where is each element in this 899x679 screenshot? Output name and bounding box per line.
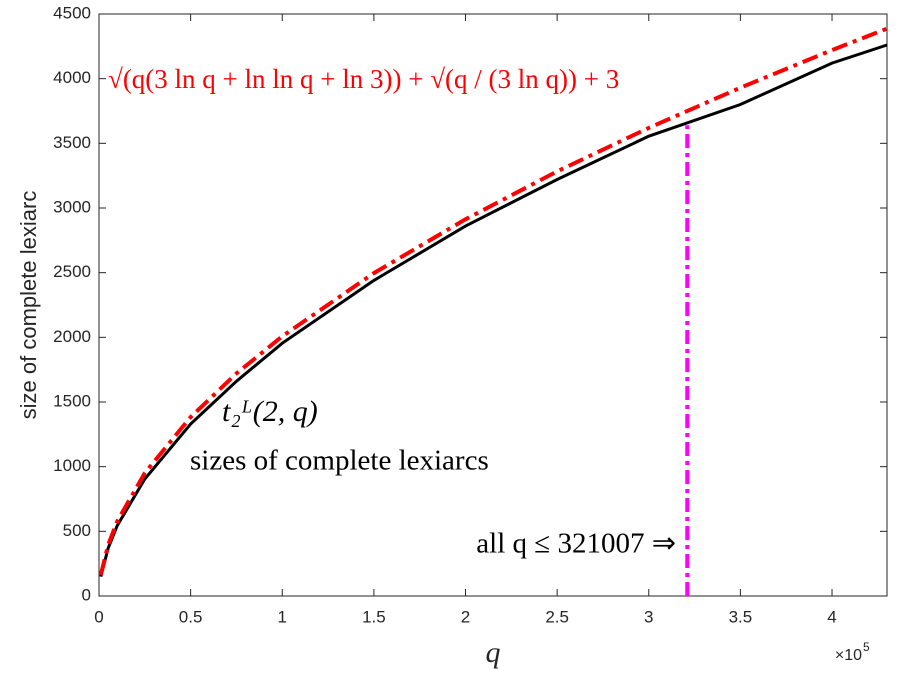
plot-frame xyxy=(98,13,888,597)
x-tick-label: 2.5 xyxy=(545,607,569,626)
x-multiplier: ×10 xyxy=(835,647,862,664)
x-tick-label: 0.5 xyxy=(179,607,203,626)
y-tick-label: 4000 xyxy=(53,68,91,87)
x-tick-label: 3.5 xyxy=(729,607,753,626)
x-tick-label: 4 xyxy=(827,607,836,626)
x-tick-label: 3 xyxy=(644,607,653,626)
y-tick-label: 0 xyxy=(82,585,91,604)
annotation: sizes of complete lexiarcs xyxy=(190,445,489,477)
x-tick-label: 2 xyxy=(461,607,470,626)
y-tick-label: 1500 xyxy=(53,391,91,410)
x-tick-label: 1.5 xyxy=(362,607,386,626)
series-line xyxy=(98,26,888,576)
y-axis-label: size of complete lexiarc xyxy=(16,191,41,420)
series-label: t₂ᴸ(2, q) xyxy=(222,395,318,428)
y-tick-label: 3000 xyxy=(53,197,91,216)
y-tick-label: 4500 xyxy=(53,3,91,22)
x-axis-label: q xyxy=(486,636,501,669)
x-tick-label: 0 xyxy=(94,607,103,626)
y-tick-label: 3500 xyxy=(53,133,91,152)
y-tick-label: 2000 xyxy=(53,327,91,346)
y-tick-label: 500 xyxy=(63,521,91,540)
formula-label: √(q(3 ln q + ln ln q + ln 3)) + √(q / (3… xyxy=(108,64,619,94)
series-line xyxy=(99,43,888,577)
x-tick-label: 1 xyxy=(278,607,287,626)
annotation: all q ≤ 321007 ⇒ xyxy=(476,528,676,560)
x-multiplier-exp: 5 xyxy=(863,640,870,654)
y-tick-label: 2500 xyxy=(53,262,91,281)
y-tick-label: 1000 xyxy=(53,456,91,475)
